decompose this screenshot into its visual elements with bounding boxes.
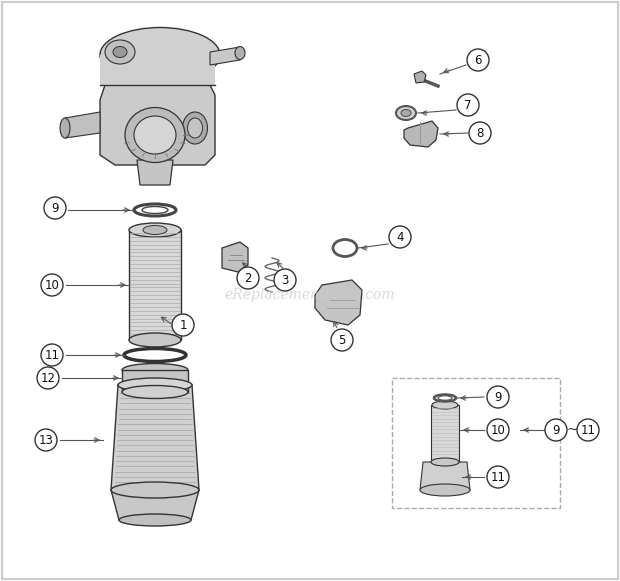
Ellipse shape bbox=[111, 482, 199, 498]
Bar bbox=[392, 378, 560, 508]
Circle shape bbox=[41, 274, 63, 296]
Polygon shape bbox=[111, 490, 199, 520]
Polygon shape bbox=[65, 112, 100, 138]
Ellipse shape bbox=[396, 106, 416, 120]
Text: 5: 5 bbox=[339, 333, 346, 346]
Polygon shape bbox=[210, 47, 240, 65]
Ellipse shape bbox=[105, 40, 135, 64]
Text: 11: 11 bbox=[580, 424, 595, 436]
Text: 2: 2 bbox=[244, 271, 252, 285]
Ellipse shape bbox=[122, 386, 188, 399]
Circle shape bbox=[331, 329, 353, 351]
Text: 11: 11 bbox=[45, 349, 60, 361]
Ellipse shape bbox=[60, 118, 70, 138]
Bar bbox=[129, 230, 181, 340]
Circle shape bbox=[35, 429, 57, 451]
Ellipse shape bbox=[420, 484, 470, 496]
Circle shape bbox=[172, 314, 194, 336]
Polygon shape bbox=[129, 230, 133, 340]
Polygon shape bbox=[420, 462, 470, 490]
Ellipse shape bbox=[125, 107, 185, 163]
Circle shape bbox=[274, 269, 296, 291]
Ellipse shape bbox=[113, 46, 127, 58]
Ellipse shape bbox=[431, 458, 459, 466]
Polygon shape bbox=[222, 242, 248, 272]
Circle shape bbox=[545, 419, 567, 441]
Ellipse shape bbox=[235, 46, 245, 59]
Bar bbox=[122, 370, 188, 392]
Circle shape bbox=[487, 466, 509, 488]
Circle shape bbox=[237, 267, 259, 289]
Polygon shape bbox=[414, 71, 426, 83]
Text: 3: 3 bbox=[281, 274, 289, 286]
Text: 11: 11 bbox=[490, 471, 505, 483]
Ellipse shape bbox=[122, 364, 188, 376]
Text: 1: 1 bbox=[179, 318, 187, 332]
Bar bbox=[431, 405, 459, 462]
Circle shape bbox=[389, 226, 411, 248]
Text: 10: 10 bbox=[45, 278, 60, 292]
Ellipse shape bbox=[143, 225, 167, 235]
Polygon shape bbox=[177, 230, 181, 340]
Text: eReplacementParts.com: eReplacementParts.com bbox=[225, 288, 396, 302]
Ellipse shape bbox=[100, 27, 220, 83]
Circle shape bbox=[577, 419, 599, 441]
Text: 8: 8 bbox=[476, 127, 484, 139]
Circle shape bbox=[41, 344, 63, 366]
Ellipse shape bbox=[129, 223, 181, 237]
Circle shape bbox=[44, 197, 66, 219]
Circle shape bbox=[487, 386, 509, 408]
Ellipse shape bbox=[129, 333, 181, 347]
Text: 12: 12 bbox=[40, 371, 56, 385]
Ellipse shape bbox=[118, 378, 192, 392]
Text: 9: 9 bbox=[51, 202, 59, 214]
Polygon shape bbox=[100, 55, 215, 85]
Ellipse shape bbox=[401, 109, 411, 117]
Text: 6: 6 bbox=[474, 53, 482, 66]
Text: 9: 9 bbox=[552, 424, 560, 436]
Circle shape bbox=[37, 367, 59, 389]
Circle shape bbox=[467, 49, 489, 71]
Polygon shape bbox=[137, 160, 173, 185]
Polygon shape bbox=[100, 85, 215, 165]
Text: ~: ~ bbox=[566, 423, 578, 437]
Text: 10: 10 bbox=[490, 424, 505, 436]
Text: 4: 4 bbox=[396, 231, 404, 243]
Ellipse shape bbox=[182, 112, 208, 144]
Ellipse shape bbox=[187, 118, 203, 138]
Text: 7: 7 bbox=[464, 99, 472, 112]
Ellipse shape bbox=[134, 116, 176, 154]
Circle shape bbox=[487, 419, 509, 441]
Text: 9: 9 bbox=[494, 390, 502, 403]
Polygon shape bbox=[111, 385, 199, 490]
Ellipse shape bbox=[119, 514, 191, 526]
Text: 13: 13 bbox=[38, 433, 53, 447]
Circle shape bbox=[457, 94, 479, 116]
Polygon shape bbox=[315, 280, 362, 325]
Polygon shape bbox=[404, 121, 438, 147]
Circle shape bbox=[469, 122, 491, 144]
Ellipse shape bbox=[432, 401, 458, 409]
